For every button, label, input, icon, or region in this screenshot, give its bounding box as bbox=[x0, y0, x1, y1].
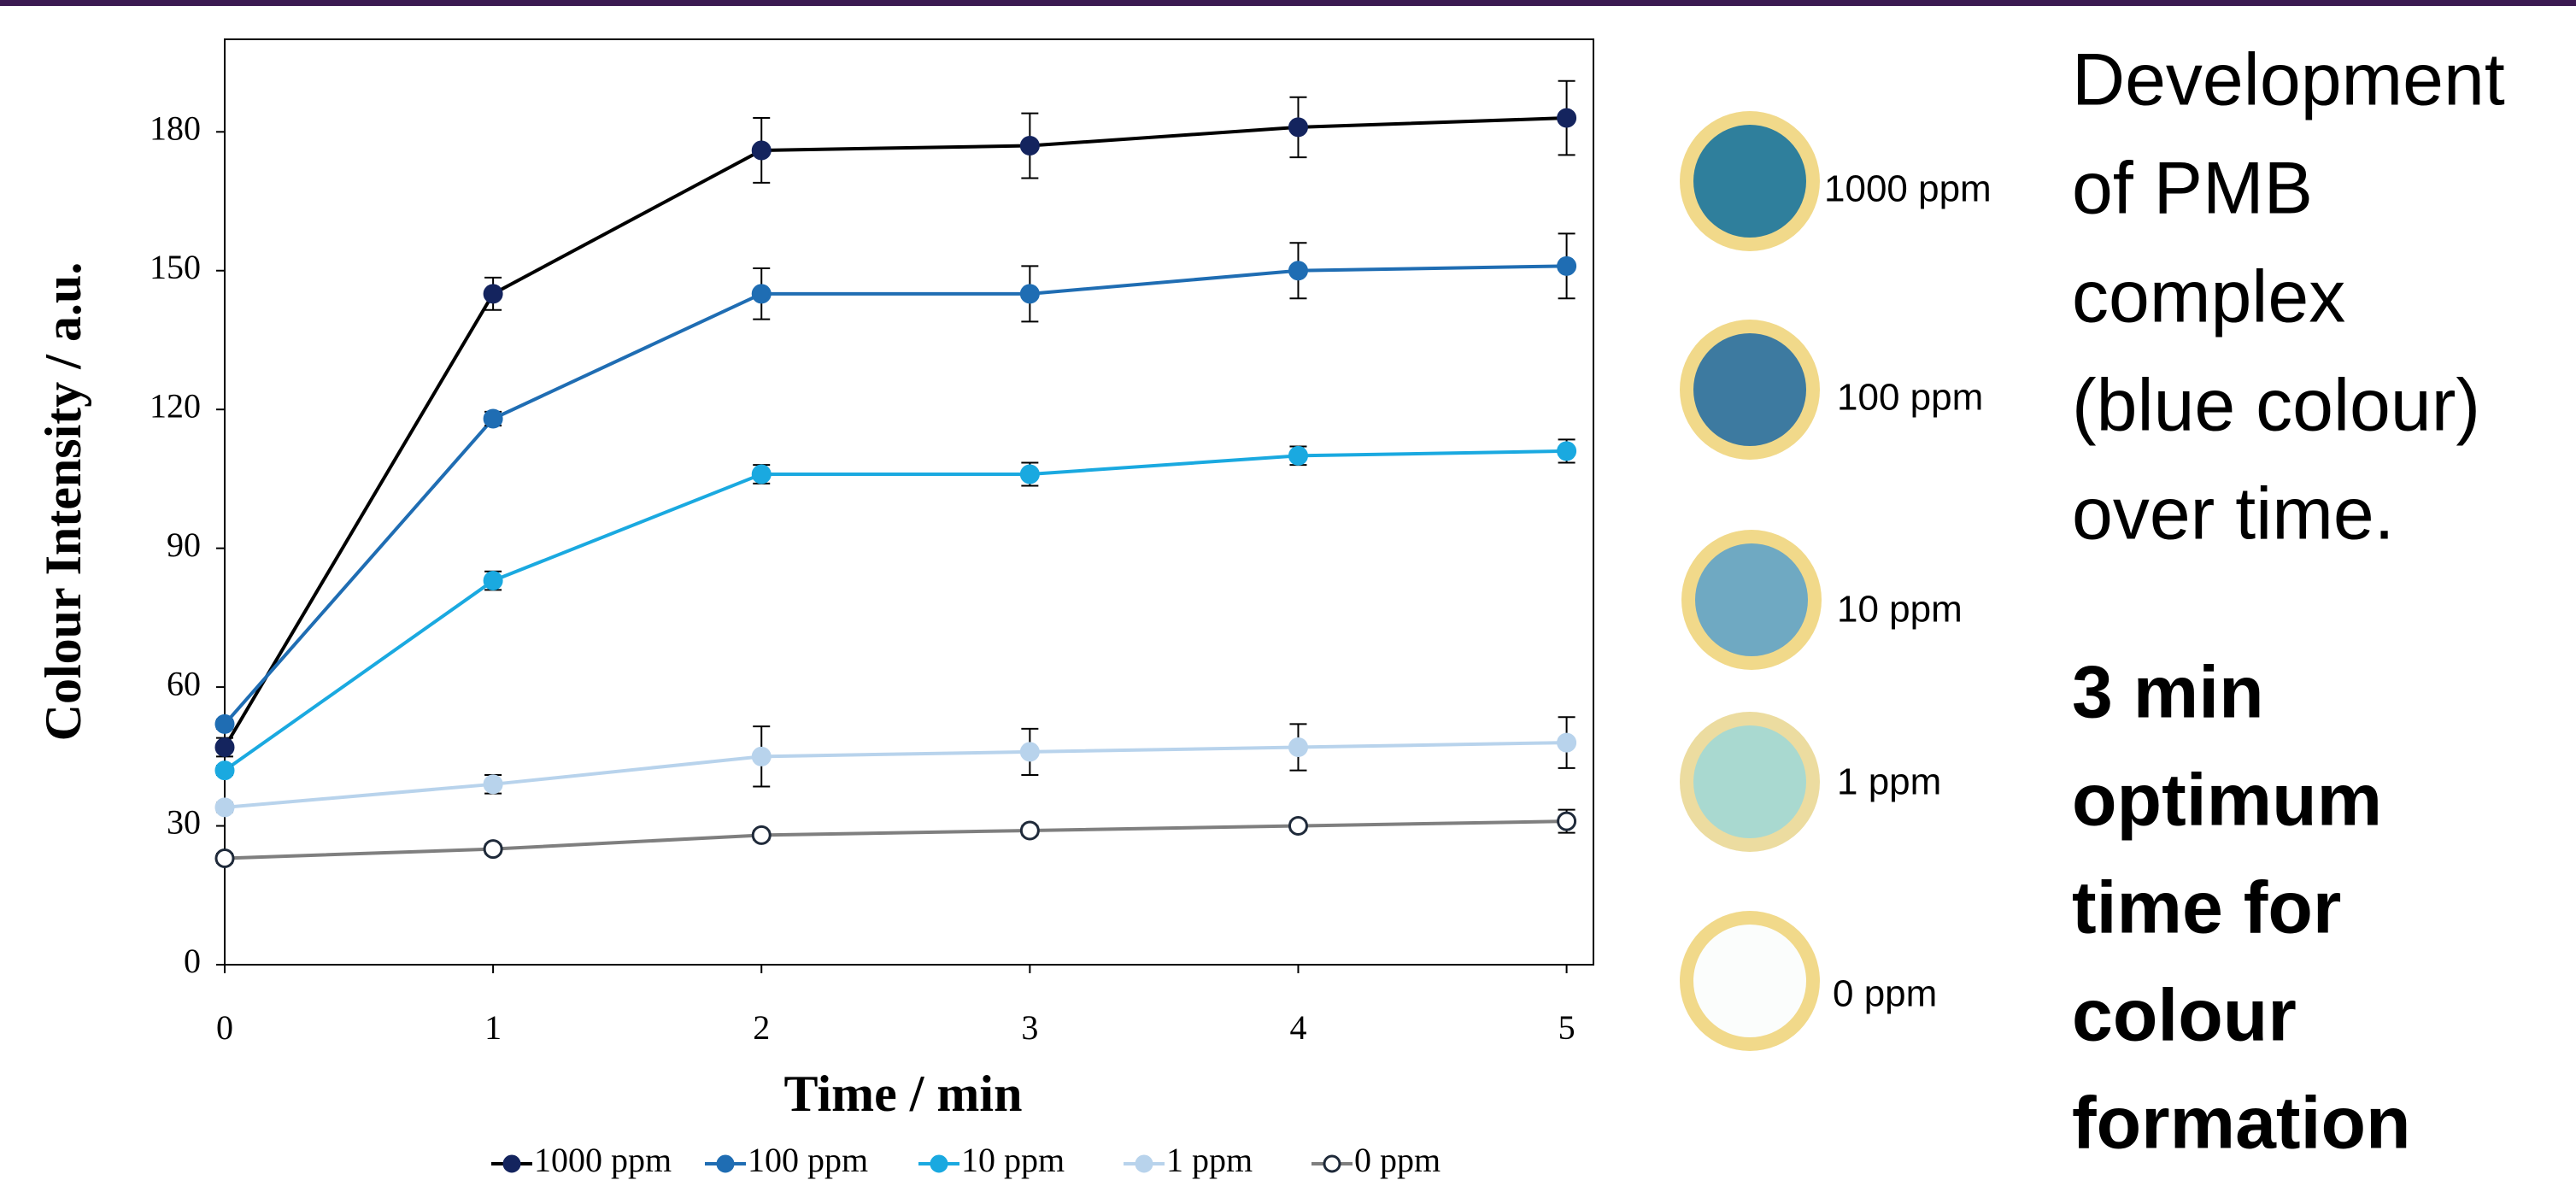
spot-label: 1 ppm bbox=[1837, 761, 1941, 803]
data-point bbox=[483, 408, 503, 429]
spot-label: 100 ppm bbox=[1837, 377, 1983, 419]
data-point bbox=[483, 839, 503, 860]
data-point bbox=[214, 848, 235, 868]
data-point bbox=[751, 746, 772, 766]
data-point bbox=[751, 284, 772, 304]
highlight-line: formation bbox=[2072, 1083, 2411, 1165]
spot bbox=[1693, 725, 1806, 838]
data-point bbox=[214, 737, 235, 757]
data-point bbox=[751, 140, 772, 161]
spot bbox=[1693, 925, 1806, 1037]
legend-marker bbox=[502, 1154, 521, 1173]
data-point bbox=[1019, 742, 1040, 762]
legend-marker bbox=[1135, 1154, 1153, 1173]
legend-label: 1 ppm bbox=[1166, 1141, 1253, 1179]
top-bar bbox=[0, 0, 2576, 6]
y-tick-label: 150 bbox=[150, 248, 201, 286]
highlight-line: 3 min bbox=[2072, 652, 2264, 734]
series-line bbox=[223, 264, 1567, 725]
legend: 1000 ppm 100 ppm 10 ppm 1 ppm 0 ppm bbox=[491, 1141, 1441, 1179]
data-point bbox=[483, 571, 503, 591]
data-point bbox=[1288, 117, 1308, 138]
data-point bbox=[1557, 811, 1577, 831]
y-tick-label: 0 bbox=[184, 942, 201, 980]
spot-photos bbox=[1680, 111, 1822, 1051]
description-line: of PMB bbox=[2072, 148, 2313, 230]
data-point bbox=[1288, 737, 1308, 757]
data-point bbox=[1288, 816, 1308, 837]
spot-label: 1000 ppm bbox=[1824, 168, 1992, 210]
spot-label: 0 ppm bbox=[1833, 973, 1937, 1015]
y-tick-label: 180 bbox=[150, 109, 201, 147]
data-point bbox=[1019, 284, 1040, 304]
y-tick-label: 60 bbox=[167, 664, 201, 702]
data-point bbox=[214, 713, 235, 734]
y-axis-title: Colour Intensity / a.u. bbox=[35, 262, 91, 742]
spot bbox=[1693, 333, 1806, 446]
legend-marker bbox=[930, 1154, 948, 1173]
series-line bbox=[224, 819, 1567, 860]
x-tick-label: 0 bbox=[216, 1008, 233, 1047]
x-tick-label: 3 bbox=[1021, 1008, 1038, 1047]
data-point bbox=[1019, 136, 1040, 156]
y-tick-label: 30 bbox=[167, 803, 201, 842]
x-tick-label: 5 bbox=[1558, 1008, 1576, 1047]
data-point bbox=[1019, 464, 1040, 484]
description-line: (blue colour) bbox=[2072, 365, 2480, 447]
data-point bbox=[1557, 108, 1577, 128]
legend-label: 1000 ppm bbox=[534, 1141, 672, 1179]
highlight-line: colour bbox=[2072, 975, 2297, 1057]
data-point bbox=[483, 284, 503, 304]
highlight-line: optimum bbox=[2072, 760, 2382, 842]
spot bbox=[1695, 543, 1808, 656]
data-point bbox=[1557, 441, 1577, 461]
spot-labels: 1000 ppm 100 ppm 10 ppm 1 ppm 0 ppm bbox=[1824, 168, 1992, 1015]
x-axis-title: Time / min bbox=[784, 1066, 1023, 1122]
data-point bbox=[483, 774, 503, 795]
description: Development of PMB complex (blue colour) ove… bbox=[2072, 39, 2505, 1165]
x-tick-label: 4 bbox=[1289, 1008, 1306, 1047]
x-tick-label: 1 bbox=[484, 1008, 502, 1047]
description-line: Development bbox=[2072, 39, 2505, 121]
y-tick-label: 90 bbox=[167, 525, 201, 564]
legend-label: 10 ppm bbox=[961, 1141, 1065, 1179]
spot bbox=[1693, 125, 1806, 238]
legend-label: 0 ppm bbox=[1354, 1141, 1441, 1179]
data-point bbox=[1557, 732, 1577, 753]
legend-marker bbox=[716, 1154, 735, 1173]
data-point bbox=[751, 825, 772, 845]
legend-marker bbox=[1323, 1154, 1341, 1173]
plot-frame bbox=[224, 38, 1594, 966]
series-line bbox=[223, 116, 1567, 749]
y-tick-label: 120 bbox=[150, 386, 201, 425]
description-line: over time. bbox=[2072, 473, 2395, 555]
spot-label: 10 ppm bbox=[1837, 589, 1963, 631]
data-point bbox=[751, 464, 772, 484]
data-point bbox=[1288, 261, 1308, 281]
data-point bbox=[1019, 820, 1040, 841]
series-line bbox=[224, 741, 1567, 809]
data-point bbox=[214, 760, 235, 781]
description-line: complex bbox=[2072, 256, 2345, 338]
series-line bbox=[223, 449, 1567, 772]
data-point bbox=[1288, 445, 1308, 466]
data-point bbox=[214, 797, 235, 818]
data-point bbox=[1557, 255, 1577, 276]
highlight-line: time for bbox=[2072, 867, 2341, 949]
legend-label: 100 ppm bbox=[748, 1141, 868, 1179]
x-tick-label: 2 bbox=[753, 1008, 770, 1047]
